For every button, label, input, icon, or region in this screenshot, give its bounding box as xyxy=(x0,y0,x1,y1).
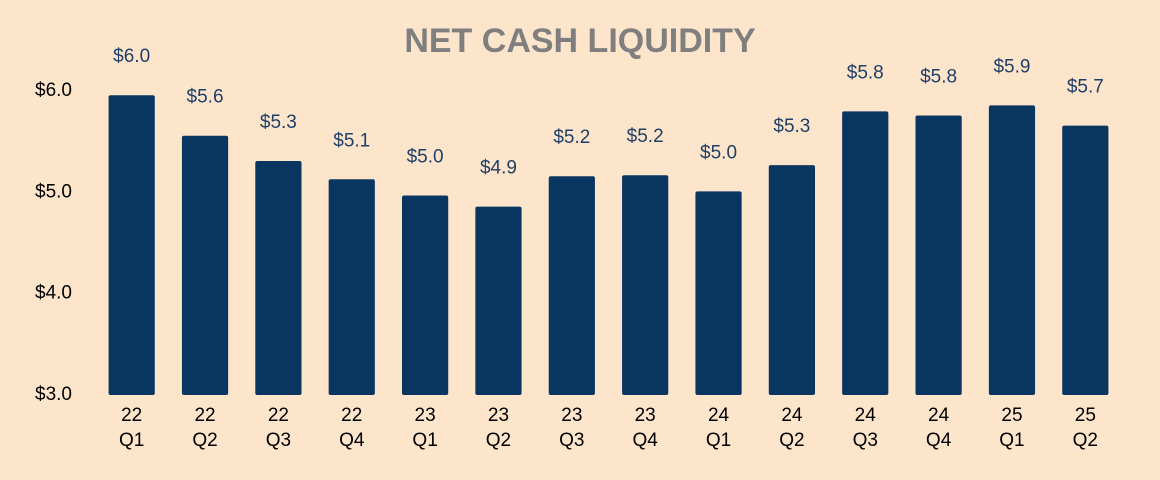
bar xyxy=(181,135,229,395)
x-tick-label: Q1 xyxy=(119,430,144,451)
bar xyxy=(695,191,742,395)
bar xyxy=(401,195,449,395)
value-label: $5.2 xyxy=(627,126,664,147)
x-tick-label: 23 xyxy=(415,405,436,426)
x-tick-label: Q3 xyxy=(853,430,878,451)
x-tick-label: 24 xyxy=(781,405,803,426)
x-tick-label: 25 xyxy=(1075,405,1096,426)
x-tick-label: 22 xyxy=(121,405,142,426)
x-tick-label: 23 xyxy=(561,405,582,426)
x-tick-label: Q2 xyxy=(486,430,511,451)
value-label: $5.0 xyxy=(407,146,444,167)
bar xyxy=(768,165,816,395)
y-tick-label: $4.0 xyxy=(35,283,72,304)
bar xyxy=(548,176,595,395)
value-label: $5.9 xyxy=(993,56,1030,77)
value-label: $6.0 xyxy=(113,46,150,67)
value-label: $4.9 xyxy=(480,158,517,179)
x-tick-label: 22 xyxy=(341,405,362,426)
x-tick-label: 23 xyxy=(635,405,656,426)
x-tick-label: 23 xyxy=(488,405,509,426)
bar xyxy=(475,206,522,395)
y-tick-label: $3.0 xyxy=(35,384,72,405)
x-tick-label: Q1 xyxy=(412,430,437,451)
x-tick-label: Q3 xyxy=(266,430,291,451)
x-tick-label: Q1 xyxy=(706,430,731,451)
value-label: $5.3 xyxy=(260,112,297,133)
x-tick-label: 22 xyxy=(268,405,289,426)
x-tick-label: Q4 xyxy=(926,430,952,451)
x-tick-label: Q4 xyxy=(632,430,658,451)
bar xyxy=(988,105,1036,395)
bar xyxy=(622,175,669,395)
x-tick-label: Q4 xyxy=(339,430,365,451)
value-label: $5.3 xyxy=(773,116,810,137)
chart-title: NET CASH LIQUIDITY xyxy=(404,22,756,60)
y-tick-label: $5.0 xyxy=(35,181,72,202)
x-tick-label: Q2 xyxy=(192,430,217,451)
value-label: $5.6 xyxy=(187,87,224,108)
bar xyxy=(108,95,155,395)
x-tick-label: 22 xyxy=(194,405,215,426)
x-tick-label: Q2 xyxy=(779,430,804,451)
x-tick-label: Q1 xyxy=(999,430,1024,451)
y-tick-label: $6.0 xyxy=(35,80,72,101)
value-label: $5.8 xyxy=(847,62,884,83)
value-label: $5.7 xyxy=(1067,77,1104,98)
bar xyxy=(255,161,302,395)
value-label: $5.8 xyxy=(920,66,957,87)
value-label: $5.1 xyxy=(333,130,370,151)
x-tick-label: 25 xyxy=(1001,405,1022,426)
bar xyxy=(328,179,375,395)
x-tick-label: 24 xyxy=(855,405,877,426)
bar xyxy=(915,115,962,395)
x-tick-label: 24 xyxy=(708,405,730,426)
value-label: $5.2 xyxy=(553,127,590,148)
bar xyxy=(1062,125,1109,395)
x-tick-label: Q3 xyxy=(559,430,584,451)
bar xyxy=(842,111,889,396)
x-tick-label: Q2 xyxy=(1073,430,1098,451)
value-label: $5.0 xyxy=(700,142,737,163)
x-tick-label: 24 xyxy=(928,405,950,426)
